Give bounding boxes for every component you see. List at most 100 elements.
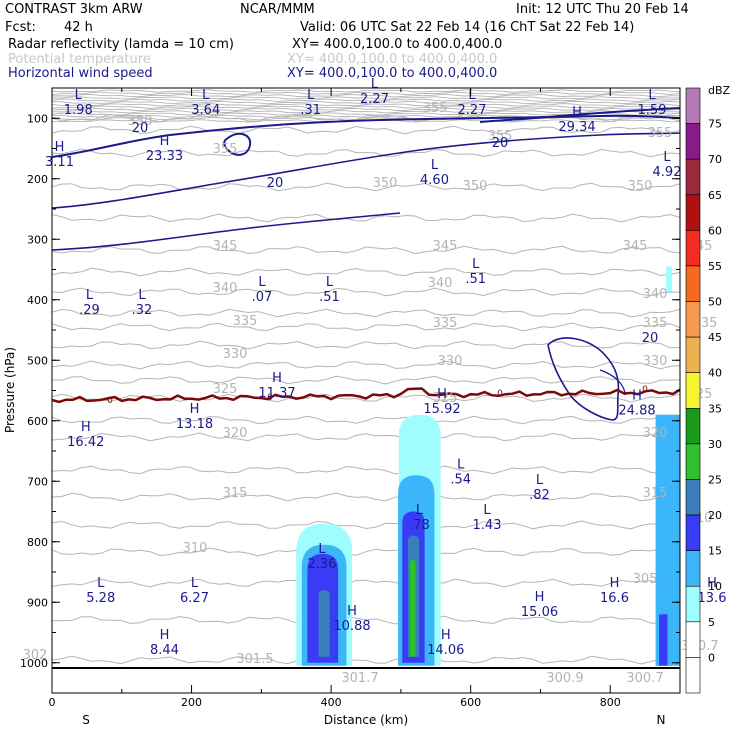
wind-extremum-type: H [160, 628, 170, 643]
wind-extremum-value: .78 [409, 518, 430, 533]
theta-label: 325 [433, 391, 458, 406]
field-xy-reflectivity: XY= 400.0,100.0 to 400.0,400.0 [292, 37, 503, 52]
theta-label: 335 [433, 316, 458, 331]
wind-extremum-value: .82 [529, 488, 550, 503]
theta-label: 301.7 [341, 671, 378, 686]
y-tick-label: 100 [27, 112, 48, 125]
wind-extremum-value: 5.28 [86, 591, 115, 606]
reflectivity-cell-20dbz [659, 614, 668, 666]
theta-contour-line [52, 93, 680, 98]
colorbar-tick-label: 20 [708, 509, 722, 522]
freezing-level-label: 0 [107, 396, 113, 406]
colorbar-tick-label: 70 [708, 153, 722, 166]
field-name-reflectivity: Radar reflectivity (lamda = 10 cm) [8, 37, 234, 52]
theta-label: 355 [213, 142, 238, 157]
theta-contour-line [52, 103, 680, 107]
wind-extremum-value: 16.6 [600, 591, 629, 606]
theta-contour-line [52, 655, 680, 665]
wind-extremum-type: L [307, 88, 315, 103]
y-tick-label: 700 [27, 475, 48, 488]
y-tick-label: 1000 [20, 657, 48, 670]
x-axis-label: Distance (km) [324, 713, 408, 727]
colorbar-tick-label: 40 [708, 367, 722, 380]
x-tick-label: 600 [460, 696, 481, 709]
wind-extremum-type: L [472, 257, 480, 272]
colorbar-segment [685, 87, 701, 124]
wind-extremum-type: L [648, 88, 656, 103]
theta-label: 340 [428, 276, 453, 291]
wind-extremum-type: L [138, 288, 146, 303]
wind-contour-20 [52, 114, 680, 158]
wind-extremum-type: L [536, 473, 544, 488]
colorbar-segment [685, 550, 701, 587]
theta-contour-line [52, 393, 680, 403]
wind-extremum-type: L [86, 288, 94, 303]
theta-contour-line [52, 547, 680, 557]
center-title: NCAR/MMM [240, 2, 315, 17]
wind-extremum-value: .54 [450, 472, 471, 487]
wind-extremum-type: H [81, 420, 91, 435]
colorbar-segment [685, 123, 701, 160]
theta-label: 355 [423, 101, 448, 116]
theta-label: 345 [623, 239, 648, 254]
theta-label: 315 [223, 486, 248, 501]
theta-label: 350 [463, 179, 488, 194]
wind-contour-label: 20 [492, 136, 509, 151]
x-end-label-north: N [657, 713, 666, 727]
y-tick-label: 300 [27, 233, 48, 246]
wind-extremum-type: H [190, 402, 200, 417]
wind-extremum-value: 2.27 [360, 92, 389, 107]
valid-time: Valid: 06 UTC Sat 22 Feb 14 (16 ChT Sat … [300, 20, 635, 35]
theta-contour-line [52, 415, 680, 425]
wind-extremum-value: 10.88 [333, 619, 370, 634]
colorbar-tick-label: 5 [708, 616, 715, 629]
theta-label: 335 [233, 314, 258, 329]
reflectivity-cell-30dbz [409, 559, 416, 657]
theta-contour-line [52, 375, 680, 385]
colorbar-segment [685, 194, 701, 231]
wind-extremum-type: H [272, 371, 282, 386]
theta-label: 330 [223, 347, 248, 362]
wind-extremum-type: L [468, 88, 476, 103]
colorbar-unit: dBZ [708, 84, 731, 97]
theta-contour-line [52, 96, 680, 100]
theta-label: 300.7 [626, 671, 663, 686]
wind-extremum-type: L [202, 88, 210, 103]
theta-label: 302 [23, 648, 48, 663]
reflectivity-cell-10dbz [666, 266, 673, 292]
theta-contour-line [52, 109, 680, 114]
colorbar-segment [685, 479, 701, 516]
colorbar-segment [685, 372, 701, 409]
theta-contour-line [52, 91, 680, 96]
colorbar-segment [685, 407, 701, 445]
x-tick-label: 0 [49, 696, 56, 709]
wind-extremum-type: H [572, 105, 582, 120]
wind-contour-label: 20 [132, 121, 149, 136]
y-tick-label: 900 [27, 596, 48, 609]
theta-contour-line [52, 89, 680, 93]
colorbar-tick-label: 55 [708, 260, 722, 273]
wind-extremum-value: 15.92 [423, 402, 460, 417]
theta-contour-line [52, 432, 680, 442]
wind-extremum-type: L [258, 275, 266, 290]
theta-label: 325 [213, 382, 238, 397]
wind-extremum-value: 6.27 [180, 591, 209, 606]
wind-extremum-type: H [55, 140, 65, 155]
colorbar-segment [685, 514, 701, 551]
theta-label: 355 [648, 126, 673, 141]
theta-label: 345 [433, 239, 458, 254]
colorbar-segment [685, 158, 701, 196]
wind-contour-label: 20 [267, 176, 284, 191]
wind-contour-20 [52, 132, 680, 209]
theta-label: 315 [643, 486, 668, 501]
theta-contour-line [52, 100, 680, 105]
wind-extremum-value: 8.44 [150, 643, 179, 658]
colorbar-segment [685, 336, 701, 374]
wind-extremum-value: 11.37 [258, 386, 295, 401]
wind-extremum-type: L [457, 457, 465, 472]
theta-contour-line [52, 105, 680, 109]
wind-extremum-type: L [371, 77, 379, 92]
wind-extremum-value: .29 [79, 303, 100, 318]
y-tick-label: 500 [27, 354, 48, 367]
